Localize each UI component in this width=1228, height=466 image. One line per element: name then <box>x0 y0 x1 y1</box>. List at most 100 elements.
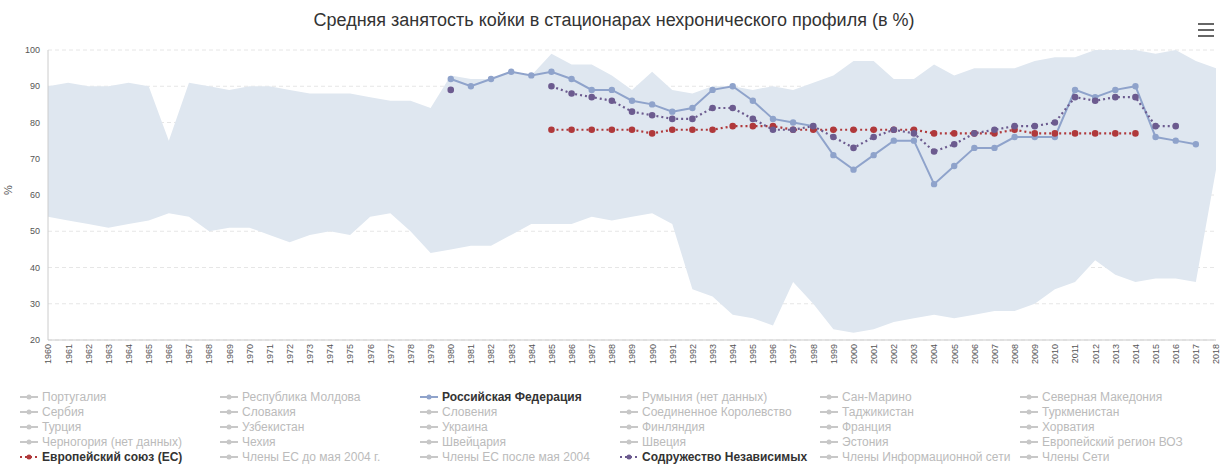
svg-text:60: 60 <box>30 190 40 200</box>
svg-text:1973: 1973 <box>305 344 315 364</box>
svg-text:2007: 2007 <box>990 344 1000 364</box>
svg-text:1972: 1972 <box>285 344 295 364</box>
svg-text:1964: 1964 <box>124 344 134 364</box>
svg-text:1993: 1993 <box>708 344 718 364</box>
svg-text:1960: 1960 <box>43 344 53 364</box>
svg-text:1982: 1982 <box>486 344 496 364</box>
html-text:Швейцария: Швейцария <box>442 435 506 449</box>
svg-text:1987: 1987 <box>587 344 597 364</box>
svg-text:1966: 1966 <box>164 344 174 364</box>
svg-text:1970: 1970 <box>245 344 255 364</box>
svg-text:2000: 2000 <box>849 344 859 364</box>
html-text:Сан-Марино: Сан-Марино <box>842 390 912 404</box>
svg-text:1986: 1986 <box>567 344 577 364</box>
html-text:Члены Информационной сети: Члены Информационной сети <box>842 450 1011 464</box>
svg-text:1981: 1981 <box>466 344 476 364</box>
svg-text:70: 70 <box>30 154 40 164</box>
svg-text:1997: 1997 <box>788 344 798 364</box>
svg-text:1994: 1994 <box>728 344 738 364</box>
svg-text:1992: 1992 <box>688 344 698 364</box>
svg-text:1971: 1971 <box>265 344 275 364</box>
html-text:Португалия: Португалия <box>42 390 107 404</box>
html-text:Таджикистан: Таджикистан <box>842 405 914 419</box>
html-text:Узбекистан: Узбекистан <box>242 420 305 434</box>
html-text:Швеция: Швеция <box>642 435 686 449</box>
html-text:Европейский регион ВОЗ: Европейский регион ВОЗ <box>1042 435 1183 449</box>
svg-text:40: 40 <box>30 263 40 273</box>
svg-text:2010: 2010 <box>1050 344 1060 364</box>
svg-text:1999: 1999 <box>829 344 839 364</box>
html-text:Словакия: Словакия <box>242 405 296 419</box>
html-text:Северная Македония: Северная Македония <box>1042 390 1163 404</box>
svg-text:2003: 2003 <box>909 344 919 364</box>
svg-text:1984: 1984 <box>527 344 537 364</box>
svg-text:2016: 2016 <box>1171 344 1181 364</box>
html-text:Европейский союз (ЕС): Европейский союз (ЕС) <box>42 450 183 464</box>
svg-text:%: % <box>8 185 14 195</box>
html-text:Франция: Франция <box>842 420 892 434</box>
svg-text:2011: 2011 <box>1070 344 1080 363</box>
svg-text:30: 30 <box>30 299 40 309</box>
svg-text:90: 90 <box>30 81 40 91</box>
svg-text:1976: 1976 <box>366 344 376 364</box>
svg-text:2006: 2006 <box>970 344 980 364</box>
svg-text:20: 20 <box>30 335 40 345</box>
svg-text:1985: 1985 <box>547 344 557 364</box>
html-text:Эстония: Эстония <box>842 435 889 449</box>
html-text:Сербия: Сербия <box>42 405 85 419</box>
svg-text:2013: 2013 <box>1111 344 1121 364</box>
html-text:Содружество Независимых: Содружество Независимых <box>642 450 808 464</box>
svg-text:1988: 1988 <box>607 344 617 364</box>
svg-text:1998: 1998 <box>809 344 819 364</box>
html-text:Румыния (нет данных): Румыния (нет данных) <box>642 390 768 404</box>
svg-text:2008: 2008 <box>1010 344 1020 364</box>
svg-text:1989: 1989 <box>627 344 637 364</box>
svg-text:1977: 1977 <box>386 344 396 364</box>
html-text:Финляндия: Финляндия <box>642 420 705 434</box>
svg-text:1978: 1978 <box>406 344 416 364</box>
html-text:Туркменистан: Туркменистан <box>1042 405 1120 419</box>
svg-text:1963: 1963 <box>104 344 114 364</box>
svg-text:1961: 1961 <box>64 344 74 364</box>
svg-text:80: 80 <box>30 118 40 128</box>
svg-text:1983: 1983 <box>507 344 517 364</box>
svg-text:2015: 2015 <box>1151 344 1161 364</box>
svg-text:1996: 1996 <box>768 344 778 364</box>
svg-text:1967: 1967 <box>184 344 194 364</box>
svg-text:1962: 1962 <box>84 344 94 364</box>
svg-text:2014: 2014 <box>1131 344 1141 364</box>
svg-text:1990: 1990 <box>648 344 658 364</box>
svg-text:1995: 1995 <box>748 344 758 364</box>
html-text:Российская Федерация: Российская Федерация <box>442 390 582 404</box>
svg-text:2017: 2017 <box>1191 344 1201 364</box>
svg-text:2012: 2012 <box>1091 344 1101 364</box>
svg-text:1980: 1980 <box>446 344 456 364</box>
html-text:Черногория (нет данных): Черногория (нет данных) <box>42 435 182 449</box>
html-text:Украина: Украина <box>442 420 488 434</box>
svg-text:2018: 2018 <box>1211 344 1220 364</box>
html-text:Члены Сети: Члены Сети <box>1042 450 1110 464</box>
svg-text:1975: 1975 <box>345 344 355 364</box>
svg-text:1968: 1968 <box>204 344 214 364</box>
html-text:Республика Молдова: Республика Молдова <box>242 390 361 404</box>
svg-text:1969: 1969 <box>225 344 235 364</box>
svg-text:2009: 2009 <box>1030 344 1040 364</box>
html-text:Средняя занятость койки в стац: Средняя занятость койки в стационарах не… <box>313 10 915 30</box>
svg-text:1974: 1974 <box>325 344 335 364</box>
svg-text:2005: 2005 <box>950 344 960 364</box>
html-text:Члены ЕС после мая 2004: Члены ЕС после мая 2004 <box>442 450 590 464</box>
svg-text:1965: 1965 <box>144 344 154 364</box>
svg-text:2002: 2002 <box>889 344 899 364</box>
svg-text:50: 50 <box>30 226 40 236</box>
svg-text:2004: 2004 <box>929 344 939 364</box>
svg-text:2001: 2001 <box>869 344 879 364</box>
html-text:Словения: Словения <box>442 405 498 419</box>
svg-text:1991: 1991 <box>668 344 678 364</box>
svg-text:100: 100 <box>25 45 40 55</box>
html-text:Члены ЕС до мая 2004 г.: Члены ЕС до мая 2004 г. <box>242 450 381 464</box>
html-text:Чехия: Чехия <box>242 435 276 449</box>
html-text:Соединенное Королевство: Соединенное Королевство <box>642 405 792 419</box>
svg-text:1979: 1979 <box>426 344 436 364</box>
html-text:Турция: Турция <box>42 420 82 434</box>
html-text:Хорватия: Хорватия <box>1042 420 1095 434</box>
